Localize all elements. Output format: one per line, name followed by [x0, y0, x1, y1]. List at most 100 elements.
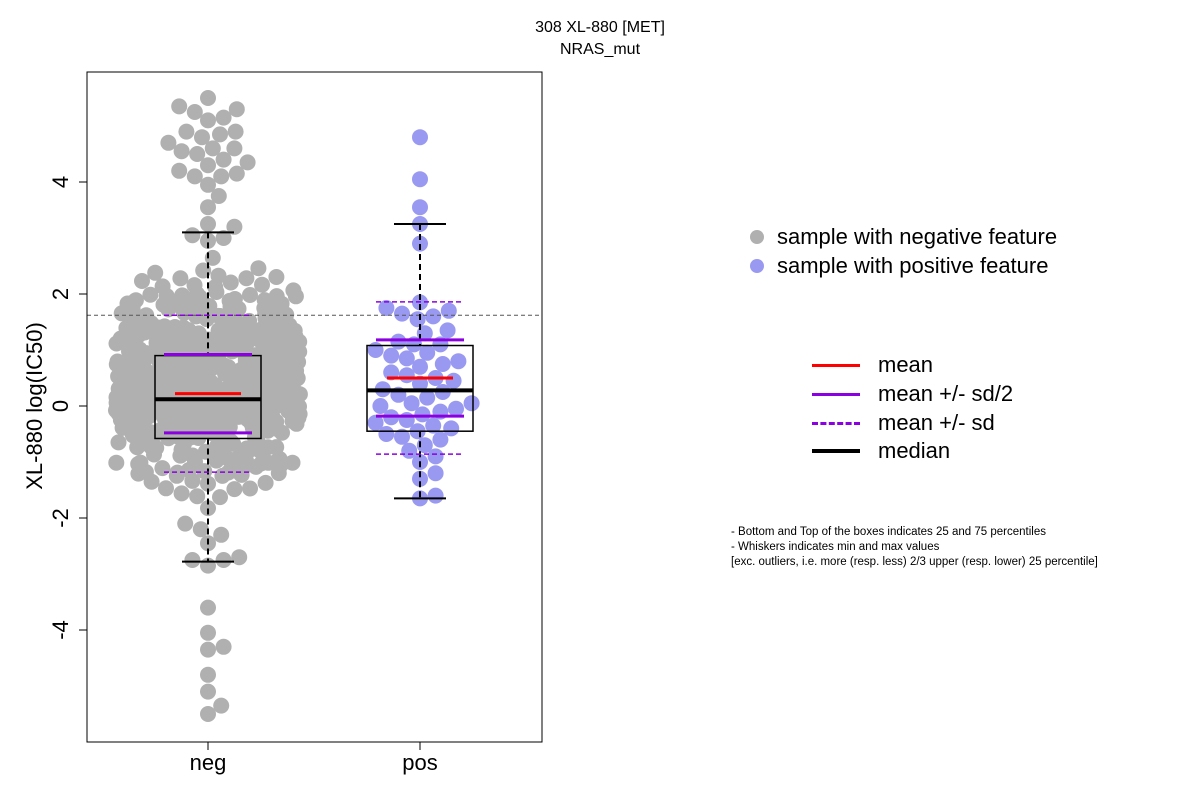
data-point	[443, 420, 460, 437]
legend-label: median	[878, 438, 951, 463]
data-point	[401, 442, 418, 459]
data-point	[226, 291, 243, 307]
data-point	[184, 552, 201, 568]
plot-frame	[86, 71, 543, 743]
data-point	[200, 641, 216, 658]
x-tick-label: neg	[190, 750, 227, 775]
data-point	[398, 367, 415, 384]
data-point	[257, 474, 274, 491]
data-point	[109, 353, 126, 370]
data-point	[268, 288, 285, 305]
data-point	[439, 322, 456, 339]
legend-label: mean +/- sd	[878, 410, 995, 435]
data-point	[226, 140, 243, 157]
data-point	[372, 398, 389, 414]
data-point	[200, 112, 216, 129]
data-point	[403, 395, 420, 412]
data-point	[412, 375, 428, 392]
data-point	[412, 470, 428, 487]
data-point	[285, 282, 302, 299]
data-point	[434, 356, 451, 372]
data-point	[212, 489, 228, 506]
data-point	[186, 277, 203, 294]
data-point	[268, 269, 285, 285]
data-point	[427, 448, 444, 465]
data-point	[142, 286, 159, 303]
data-point	[412, 129, 428, 146]
data-point	[448, 400, 464, 417]
data-point	[215, 230, 232, 246]
data-point	[394, 428, 410, 445]
data-point	[127, 292, 144, 309]
data-point	[212, 126, 228, 143]
data-point	[147, 264, 164, 281]
gray-dot-icon	[750, 230, 764, 244]
data-point	[215, 552, 232, 568]
points-layer	[108, 90, 480, 722]
legend-item-positive: sample with positive feature	[750, 253, 1048, 279]
footnote-line: [exc. outliers, i.e. more (resp. less) 2…	[731, 556, 1098, 568]
legend-item-negative: sample with negative feature	[750, 224, 1057, 250]
data-point	[110, 434, 127, 451]
data-point	[200, 216, 216, 232]
data-point	[189, 146, 206, 162]
x-tick-label: pos	[402, 750, 437, 775]
data-point	[398, 350, 415, 367]
data-point	[132, 454, 149, 471]
data-point	[250, 260, 267, 277]
data-point	[108, 454, 125, 471]
data-point	[189, 488, 206, 505]
chart-title: 308 XL-880 [MET]	[535, 19, 665, 36]
data-point	[200, 683, 216, 700]
blue-dot-icon	[750, 259, 764, 273]
data-point	[427, 487, 444, 504]
data-point	[445, 372, 462, 389]
data-point	[409, 311, 426, 328]
data-point	[222, 274, 239, 291]
data-point	[284, 454, 301, 471]
data-point	[425, 417, 442, 434]
data-point	[156, 318, 173, 335]
data-point	[412, 358, 428, 375]
data-point	[268, 439, 285, 456]
legend-item-mean: mean	[812, 352, 933, 378]
y-axis-label: XL-880 log(IC50)	[22, 322, 47, 490]
data-point	[231, 549, 248, 566]
data-point	[226, 481, 243, 498]
data-point	[390, 333, 407, 350]
data-point	[394, 305, 410, 322]
data-point	[242, 480, 258, 497]
purple-line-icon	[812, 392, 860, 396]
data-point	[383, 364, 400, 381]
data-point	[440, 302, 457, 319]
data-point	[200, 500, 216, 517]
y-tick-label: 0	[48, 400, 73, 412]
data-point	[213, 697, 230, 714]
data-point	[432, 431, 449, 448]
data-point	[228, 101, 245, 118]
data-point	[367, 342, 384, 358]
data-point	[174, 287, 191, 304]
axes-layer: -4 -2 0 2 4 neg pos XL-880 log(IC50)	[22, 71, 543, 775]
y-tick-label: 4	[48, 176, 73, 188]
legend-item-mean-sd: mean +/- sd	[812, 410, 995, 436]
data-point	[186, 104, 203, 120]
legend-item-mean-sd-half: mean +/- sd/2	[812, 381, 1013, 407]
data-point	[184, 227, 201, 244]
data-point	[154, 460, 171, 477]
data-point	[172, 270, 189, 287]
data-point	[419, 344, 436, 361]
data-point	[425, 308, 442, 325]
data-point	[200, 90, 216, 106]
data-point	[210, 267, 227, 284]
data-point	[186, 168, 203, 185]
data-point	[200, 199, 216, 216]
data-point	[173, 485, 190, 502]
y-tick-label: -4	[48, 620, 73, 640]
footnote-line: - Whiskers indicates min and max values	[731, 541, 940, 553]
data-point	[177, 515, 194, 532]
data-point	[173, 143, 190, 160]
data-point	[158, 480, 174, 497]
data-point	[383, 347, 400, 364]
data-point	[200, 706, 216, 722]
